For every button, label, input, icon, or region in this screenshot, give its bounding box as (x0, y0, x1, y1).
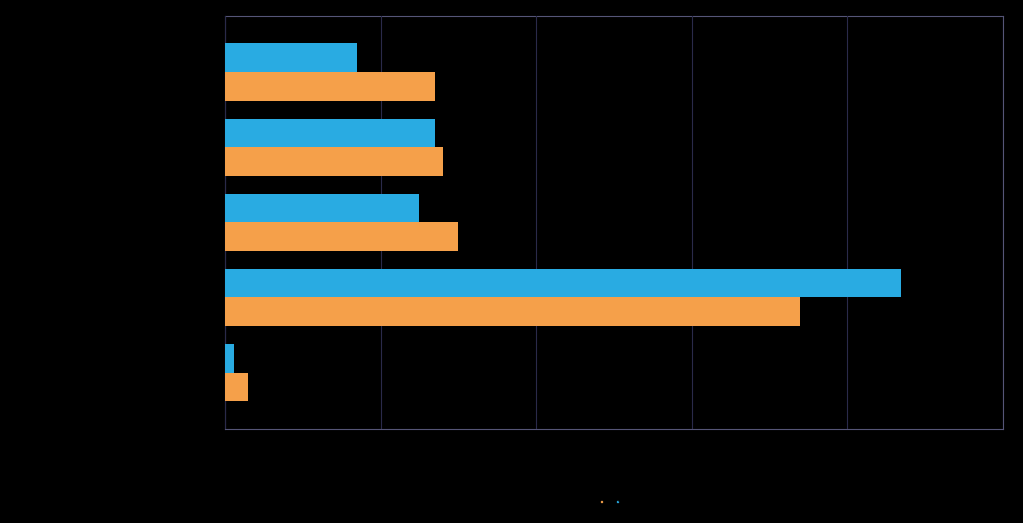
Bar (225, 344, 234, 372)
Bar (225, 222, 458, 251)
Bar (225, 298, 800, 326)
Bar (225, 147, 443, 176)
Bar (225, 194, 419, 222)
Bar (225, 72, 435, 100)
Bar (225, 372, 249, 401)
Bar (225, 269, 901, 298)
Legend: Alue, Koko Suomi: Alue, Koko Suomi (601, 500, 627, 503)
Bar (225, 119, 435, 147)
Bar (225, 43, 357, 72)
